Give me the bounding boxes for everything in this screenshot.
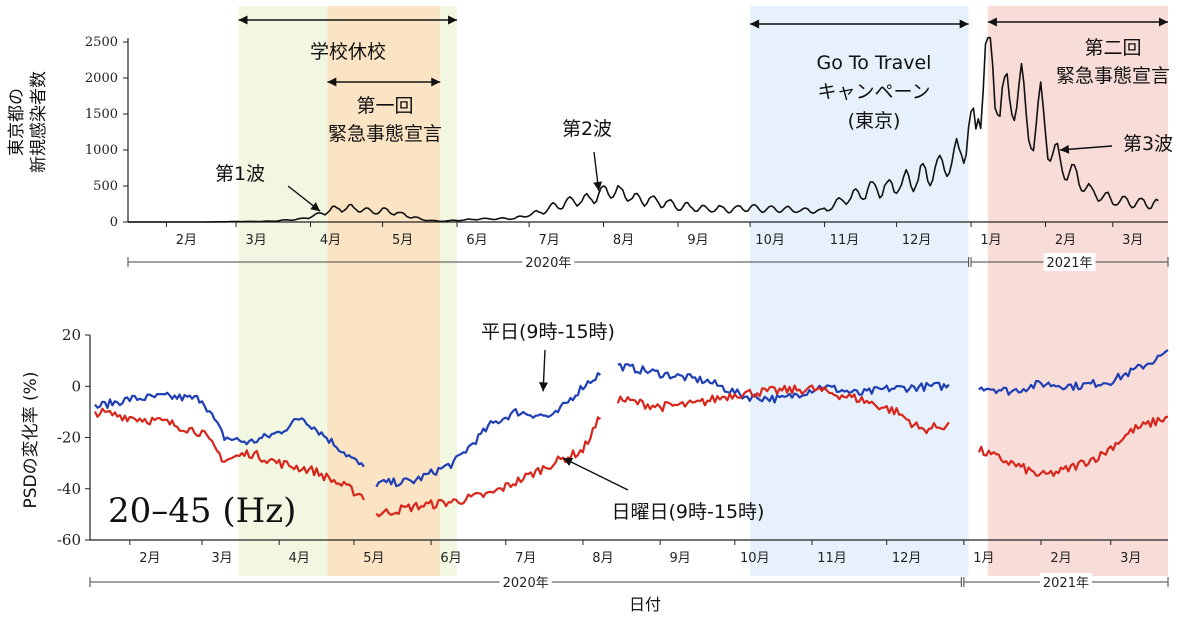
weekday-series-line-seg3: [978, 349, 1169, 396]
top-y-tick-label: 500: [93, 179, 118, 194]
top-series-line-0: [128, 36, 1159, 223]
arrow-head: [327, 77, 337, 87]
sunday-series-line-seg3: [977, 415, 1169, 477]
top-year-label-bg: [522, 253, 575, 271]
bottom-x-tick-label: 4月: [289, 551, 310, 566]
top-x-tick-label: 7月: [538, 233, 559, 248]
emergency1-label-line2: 緊急事態宣言: [328, 123, 442, 145]
emergency2-label-line2: 緊急事態宣言: [1056, 65, 1170, 87]
sunday-series-line-seg0: [94, 407, 365, 501]
bottom-x-tick-label: 3月: [211, 551, 232, 566]
school-closure-label: 学校休校: [310, 41, 386, 63]
bottom-ylabel: PSDの変化率 (%): [21, 372, 41, 509]
arrow-head: [310, 202, 321, 212]
top-x-tick-label: 1月: [980, 233, 1001, 248]
bottom-x-tick-label: 5月: [363, 551, 384, 566]
emergency2-label-line1: 第二回: [1084, 37, 1141, 59]
bottom-x-tick-label: 6月: [440, 551, 461, 566]
bottom-x-tick-label: 2月: [139, 551, 160, 566]
gototravel-label-line1: Go To Travel: [817, 52, 932, 74]
top-year-label-bg: [1043, 253, 1096, 271]
bottom-x-tick-label: 8月: [592, 551, 613, 566]
top-y-tick-label: 1000: [85, 143, 118, 158]
arrow-head: [1159, 17, 1168, 27]
wave2-label: 第2波: [562, 118, 612, 140]
annotations-layer: [238, 15, 1168, 491]
bottom-year-label-bg: [1039, 573, 1092, 591]
top-x-tick-label: 3月: [245, 233, 266, 248]
bottom-year-label: 2021年: [1043, 576, 1089, 591]
gototravel-label-line2: キャンペーン: [817, 81, 930, 103]
top-ylabel-line2: 新規感染者数: [29, 71, 49, 173]
school-closure-band: [238, 6, 328, 576]
top-x-tick-label: 8月: [613, 233, 634, 248]
bottom-year-label: 2020年: [503, 576, 549, 591]
weekday-series-line-seg1: [375, 372, 602, 488]
top-year-label: 2020年: [525, 256, 571, 271]
sunday-pointer-arrow: [562, 457, 629, 491]
arrow-head: [563, 457, 574, 467]
bottom-x-tick-label: 11月: [817, 551, 847, 566]
top-y-tick-label: 2500: [85, 35, 118, 50]
top-x-tick-label: 10月: [755, 233, 785, 248]
emergency2-band: [987, 6, 1168, 576]
weekday-series-line-seg0: [94, 391, 365, 468]
weekday-series-line-seg2: [617, 363, 950, 404]
bottom-y-tick-label: 20: [62, 326, 81, 344]
gototravel-label-line3: (東京): [848, 110, 901, 132]
bottom-x-tick-label: 2月: [1050, 551, 1071, 566]
bottom-xlabel: 日付: [629, 595, 661, 614]
top-x-tick-label: 12月: [902, 233, 932, 248]
arrow-head: [1059, 144, 1070, 154]
top-y-tick-label: 0: [110, 215, 118, 230]
bottom-y-tick-label: 0: [71, 377, 81, 395]
axes-layer: 0 500 1000 1500 2000 2500 2月 3月 4月 5月 6月 7月 8月 9月 10月 1…: [57, 35, 1169, 591]
arrow-head: [987, 17, 997, 27]
series-layer: [94, 36, 1169, 518]
arrow-head: [539, 382, 549, 392]
wave1-label: 第1波: [215, 163, 265, 185]
top-y-tick-label: 1500: [85, 107, 118, 122]
arrow-head: [238, 15, 248, 25]
bottom-year-label-bg: [499, 573, 552, 591]
top-x-tick-label: 2月: [1055, 233, 1076, 248]
frequency-band-label: 20–45 (Hz): [108, 491, 296, 531]
emergency1-label-line1: 第一回: [356, 95, 413, 117]
top-x-tick-label: 4月: [320, 233, 341, 248]
top-y-tick-label: 2000: [85, 71, 118, 86]
sunday-series-label: 日曜日(9時-15時): [612, 501, 765, 523]
arrow-head: [431, 77, 441, 87]
weekday-series-label: 平日(9時-15時): [481, 321, 615, 343]
bottom-x-tick-label: 12月: [892, 551, 922, 566]
bottom-y-tick-label: -40: [57, 480, 81, 498]
arrow-head: [448, 15, 458, 25]
bottom-x-tick-label: 3月: [1120, 551, 1141, 566]
bottom-x-tick-label: 7月: [515, 551, 536, 566]
arrow-head: [959, 19, 969, 29]
top-ylabel-line1: 東京都の: [7, 88, 27, 156]
wave3-label: 第3波: [1123, 133, 1173, 155]
period-bands: [238, 6, 1168, 576]
school-closure-band-tail: [440, 6, 458, 576]
bottom-x-tick-label: 1月: [973, 551, 994, 566]
top-x-tick-label: 11月: [830, 233, 860, 248]
arrow-head: [750, 19, 760, 29]
sunday-series-line-seg2: [616, 384, 950, 435]
bottom-y-tick-label: -60: [57, 531, 81, 549]
bottom-x-tick-label: 10月: [740, 551, 770, 566]
top-x-tick-label: 9月: [687, 233, 708, 248]
arrow-head: [593, 181, 603, 192]
bottom-x-tick-label: 9月: [669, 551, 690, 566]
top-x-tick-label: 5月: [392, 233, 413, 248]
top-x-tick-label: 6月: [466, 233, 487, 248]
top-year-label: 2021年: [1046, 256, 1092, 271]
emergency1-band: [327, 6, 441, 576]
gototravel-band: [750, 6, 969, 576]
top-x-tick-label: 3月: [1122, 233, 1143, 248]
bottom-y-tick-label: -20: [57, 429, 81, 447]
top-x-tick-label: 2月: [176, 233, 197, 248]
sunday-series-line-seg1: [375, 416, 602, 518]
